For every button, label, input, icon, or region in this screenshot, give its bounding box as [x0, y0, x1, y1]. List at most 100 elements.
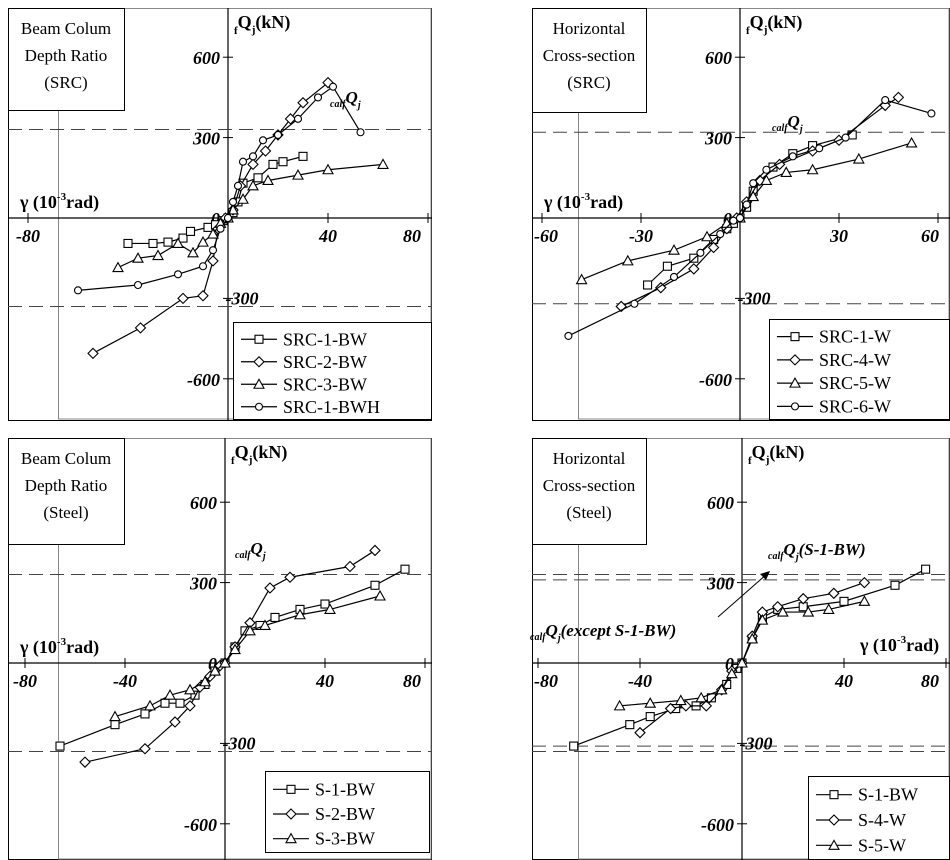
data-point	[742, 200, 751, 209]
y-tick-label: 300	[192, 129, 220, 149]
data-point	[175, 698, 185, 708]
data-point	[207, 227, 219, 239]
data-point	[852, 152, 865, 164]
series-line-SRC-4-W	[620, 96, 899, 307]
y-axis-label-sub: j	[248, 454, 253, 466]
legend-label: S-5-W	[858, 835, 906, 855]
legend-marker	[828, 839, 840, 850]
data-point	[322, 163, 334, 175]
y-tick-label: 0	[208, 654, 217, 674]
data-point	[216, 224, 225, 233]
reference-label-2-main: Q	[546, 621, 558, 640]
legend-label: S-1-BW	[315, 779, 375, 799]
data-point	[140, 709, 150, 719]
y-axis-label-prefix: f	[231, 455, 235, 467]
y-axis-label-sub: j	[765, 454, 770, 466]
data-point	[377, 158, 389, 169]
legend-label: SRC-1-W	[819, 327, 891, 347]
data-point	[270, 612, 280, 622]
x-axis-label: γ (10-3rad)	[19, 191, 99, 213]
data-point	[273, 130, 283, 139]
data-point	[87, 347, 99, 360]
reference-label-sub: j	[794, 552, 799, 563]
data-point	[233, 181, 243, 190]
data-point	[695, 691, 708, 703]
data-point	[268, 159, 278, 169]
x-axis-label-main: γ (10	[19, 637, 57, 658]
y-axis-label-unit: (kN)	[769, 442, 804, 463]
data-point	[169, 716, 181, 728]
data-point	[248, 152, 258, 161]
legend-label: S-3-BW	[315, 829, 375, 849]
data-point	[294, 608, 306, 620]
legend-marker	[789, 376, 801, 388]
y-axis-label-main: Q	[750, 12, 764, 32]
data-point	[184, 700, 196, 712]
legend-marker	[254, 334, 264, 344]
data-point	[244, 624, 256, 636]
data-point	[621, 254, 634, 266]
reference-label-main: Q	[788, 112, 800, 131]
data-point	[644, 697, 657, 708]
data-point	[112, 261, 124, 273]
x-axis-label-unit: rad)	[66, 637, 99, 658]
data-point	[173, 270, 183, 279]
data-point	[707, 241, 720, 254]
data-point	[662, 261, 672, 271]
data-point	[203, 222, 213, 232]
title-box	[532, 8, 647, 113]
chart-panel-1: -80 40 80 600 300 0 -600 -300 Beam Colum Depth Ra…	[8, 8, 432, 421]
data-point	[262, 174, 274, 186]
reference-label-2: calfQj(except S-1-BW)	[530, 621, 676, 644]
reference-label-sub: j	[261, 551, 266, 562]
legend-marker	[285, 808, 297, 820]
data-point	[797, 592, 809, 605]
reference-label-prefix: calf	[330, 99, 347, 110]
data-point	[187, 246, 199, 258]
data-point	[238, 157, 248, 166]
reference-label-2-suffix: (except S-1-BW)	[561, 621, 677, 640]
data-point	[374, 589, 386, 601]
data-point	[806, 163, 819, 175]
plot-border	[58, 438, 432, 860]
data-point	[575, 273, 588, 285]
y-axis-label-main: Q	[238, 12, 252, 32]
data-point	[669, 272, 679, 282]
data-point	[634, 726, 646, 739]
reference-label-prefix: calf	[768, 551, 785, 562]
y-tick-label: 300	[706, 574, 734, 594]
data-point	[664, 702, 677, 715]
data-point	[858, 576, 871, 589]
data-point	[564, 331, 573, 340]
x-tick-label: -80	[16, 226, 40, 246]
reference-label-2-sub: j	[556, 633, 561, 644]
reference-label: calfQj	[330, 88, 361, 111]
legend-marker	[285, 832, 297, 844]
reference-label-sub: j	[798, 124, 803, 135]
chart-panel-2: -60-3030606003000-600-300HorizontalCross…	[532, 8, 950, 421]
data-point	[132, 252, 144, 263]
data-point	[729, 216, 738, 225]
y-axis-label-unit: (kN)	[255, 12, 290, 33]
x-tick-label: 80	[403, 671, 421, 691]
legend-label: SRC-1-BWH	[283, 397, 380, 417]
x-tick-label: 30	[829, 226, 848, 246]
data-point	[328, 82, 338, 91]
x-axis-label: γ (10-3rad)	[543, 191, 623, 213]
data-point	[905, 136, 918, 148]
y-tick-label: 600	[193, 48, 220, 68]
data-point	[110, 720, 120, 730]
legend-label: S-2-BW	[315, 804, 375, 824]
y-axis-label-sub: j	[251, 24, 256, 36]
data-point	[735, 213, 745, 223]
reference-label-main: Q	[784, 540, 796, 559]
title-box-line: (Steel)	[43, 503, 88, 522]
data-point	[199, 675, 211, 687]
plot-border	[578, 8, 950, 420]
data-point	[284, 571, 296, 584]
data-point	[259, 619, 271, 631]
data-point	[160, 698, 170, 708]
data-point	[284, 113, 297, 125]
y-tick-label: 0	[211, 209, 220, 229]
